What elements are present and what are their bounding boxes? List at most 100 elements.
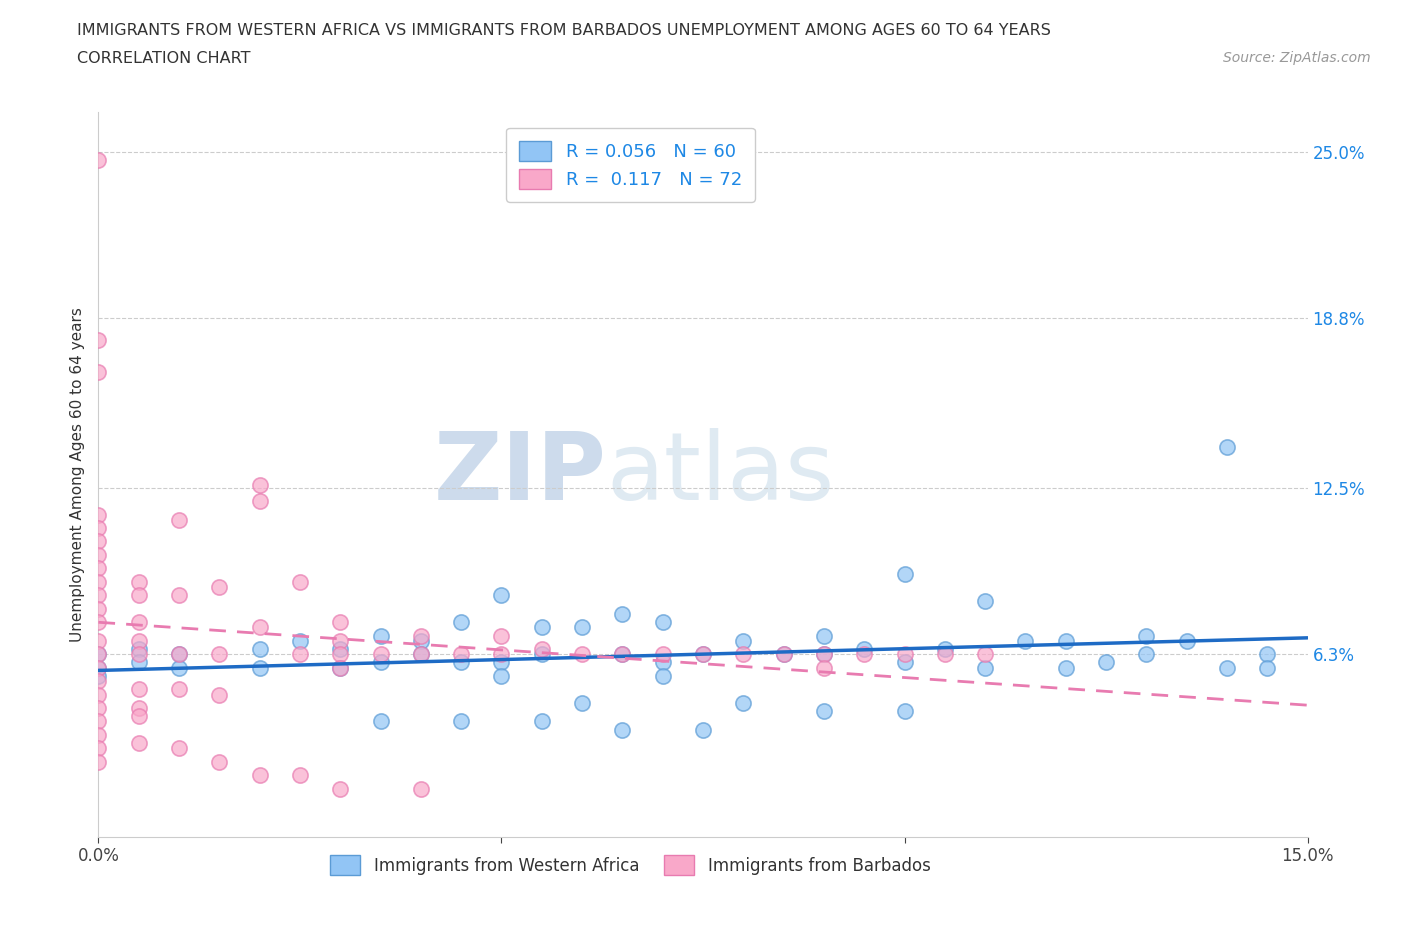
Point — [329, 647, 352, 662]
Point — [208, 579, 231, 594]
Point — [651, 669, 673, 684]
Point — [128, 700, 150, 715]
Point — [87, 660, 110, 675]
Point — [329, 660, 352, 675]
Point — [87, 365, 110, 379]
Point — [813, 628, 835, 643]
Point — [87, 333, 110, 348]
Point — [329, 615, 352, 630]
Point — [288, 768, 311, 783]
Point — [692, 647, 714, 662]
Text: ZIP: ZIP — [433, 429, 606, 520]
Point — [571, 696, 593, 711]
Point — [128, 633, 150, 648]
Point — [974, 647, 997, 662]
Point — [370, 628, 392, 643]
Point — [409, 647, 432, 662]
Point — [1256, 647, 1278, 662]
Point — [853, 642, 876, 657]
Point — [1095, 655, 1118, 670]
Point — [128, 575, 150, 590]
Point — [87, 615, 110, 630]
Y-axis label: Unemployment Among Ages 60 to 64 years: Unemployment Among Ages 60 to 64 years — [69, 307, 84, 642]
Point — [370, 647, 392, 662]
Legend: Immigrants from Western Africa, Immigrants from Barbados: Immigrants from Western Africa, Immigran… — [322, 847, 939, 884]
Text: Source: ZipAtlas.com: Source: ZipAtlas.com — [1223, 51, 1371, 65]
Point — [87, 575, 110, 590]
Point — [167, 647, 190, 662]
Point — [450, 647, 472, 662]
Point — [733, 696, 755, 711]
Point — [530, 620, 553, 635]
Point — [128, 682, 150, 697]
Point — [87, 647, 110, 662]
Point — [87, 521, 110, 536]
Point — [87, 714, 110, 729]
Point — [571, 647, 593, 662]
Point — [208, 647, 231, 662]
Point — [128, 709, 150, 724]
Point — [651, 647, 673, 662]
Point — [1216, 660, 1239, 675]
Point — [87, 534, 110, 549]
Point — [612, 647, 634, 662]
Point — [167, 588, 190, 603]
Point — [249, 620, 271, 635]
Point — [87, 673, 110, 688]
Point — [329, 781, 352, 796]
Point — [128, 647, 150, 662]
Point — [87, 153, 110, 167]
Point — [87, 548, 110, 563]
Text: IMMIGRANTS FROM WESTERN AFRICA VS IMMIGRANTS FROM BARBADOS UNEMPLOYMENT AMONG AG: IMMIGRANTS FROM WESTERN AFRICA VS IMMIGR… — [77, 23, 1052, 38]
Point — [249, 768, 271, 783]
Point — [1054, 660, 1077, 675]
Point — [450, 714, 472, 729]
Point — [208, 687, 231, 702]
Point — [813, 647, 835, 662]
Point — [530, 647, 553, 662]
Point — [491, 647, 513, 662]
Point — [571, 620, 593, 635]
Point — [813, 660, 835, 675]
Point — [87, 687, 110, 702]
Point — [87, 588, 110, 603]
Point — [87, 507, 110, 522]
Point — [893, 655, 915, 670]
Point — [692, 722, 714, 737]
Point — [87, 754, 110, 769]
Point — [772, 647, 794, 662]
Point — [87, 669, 110, 684]
Point — [1054, 633, 1077, 648]
Point — [87, 741, 110, 756]
Point — [893, 566, 915, 581]
Point — [1135, 647, 1157, 662]
Point — [167, 682, 190, 697]
Point — [612, 722, 634, 737]
Point — [853, 647, 876, 662]
Point — [87, 660, 110, 675]
Point — [87, 601, 110, 616]
Point — [87, 561, 110, 576]
Point — [612, 647, 634, 662]
Point — [450, 655, 472, 670]
Point — [651, 655, 673, 670]
Point — [249, 494, 271, 509]
Point — [329, 660, 352, 675]
Point — [772, 647, 794, 662]
Point — [974, 660, 997, 675]
Point — [450, 615, 472, 630]
Point — [409, 628, 432, 643]
Point — [128, 655, 150, 670]
Text: CORRELATION CHART: CORRELATION CHART — [77, 51, 250, 66]
Point — [1216, 440, 1239, 455]
Point — [733, 647, 755, 662]
Point — [1175, 633, 1198, 648]
Point — [249, 642, 271, 657]
Point — [128, 615, 150, 630]
Point — [409, 647, 432, 662]
Point — [409, 633, 432, 648]
Point — [733, 633, 755, 648]
Point — [87, 647, 110, 662]
Point — [208, 754, 231, 769]
Point — [692, 647, 714, 662]
